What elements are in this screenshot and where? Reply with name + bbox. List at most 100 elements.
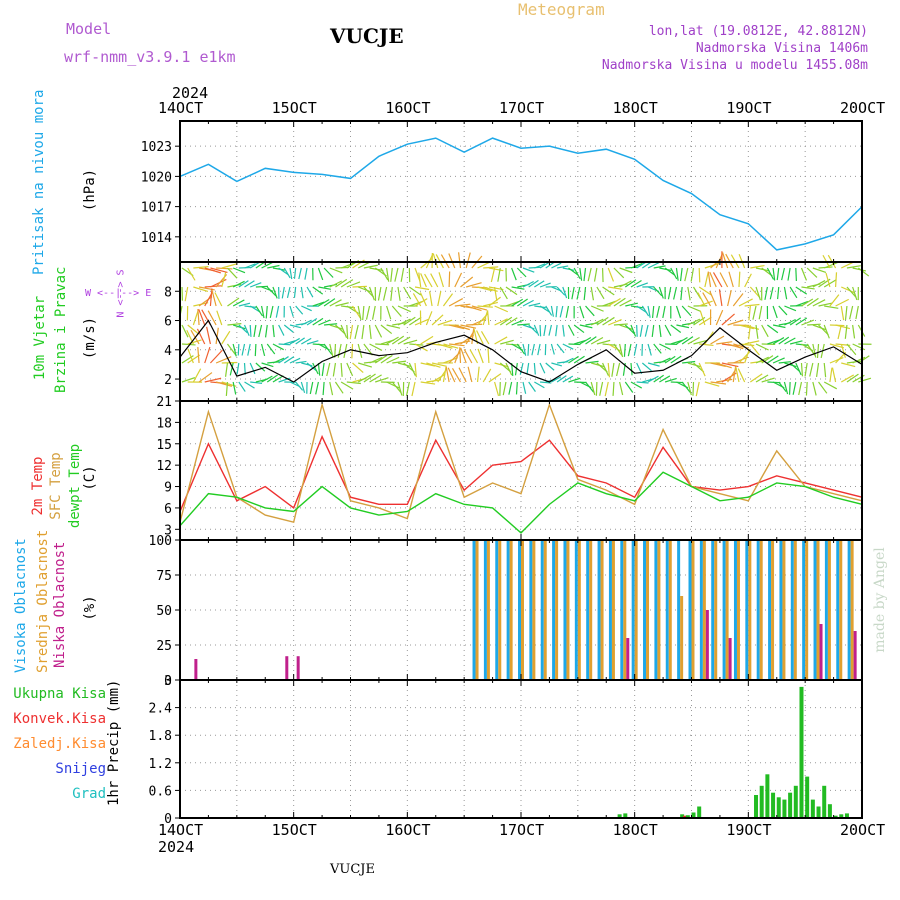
wind-arrow — [431, 373, 446, 383]
wind-arrow — [374, 354, 388, 364]
y-tick-label: 2 — [164, 373, 172, 388]
wind-arrow — [363, 264, 378, 269]
wind-arrow — [585, 360, 599, 364]
wind-arrow — [630, 324, 637, 337]
wind-arrow — [332, 362, 337, 377]
wind-arrow — [448, 298, 464, 307]
wind-arrow — [197, 347, 200, 364]
wind-arrow — [357, 305, 362, 321]
wind-arrow — [198, 372, 213, 383]
wind-arrow — [466, 282, 482, 288]
wind-arrow — [778, 336, 790, 345]
wind-arrow — [579, 324, 593, 329]
wind-arrow — [789, 317, 802, 326]
wind-arrow — [258, 324, 263, 338]
wind-arrow — [315, 381, 319, 395]
wind-arrow — [539, 324, 542, 337]
wind-arrow — [805, 381, 808, 396]
wind-arrow — [214, 292, 223, 307]
wind-arrow — [253, 324, 257, 338]
wind-arrow — [772, 305, 778, 319]
wind-arrow — [272, 324, 275, 338]
wind-arrow — [812, 343, 817, 358]
wind-arrow — [707, 271, 712, 288]
wind-arrow — [795, 267, 797, 282]
cloud-low-bar — [285, 656, 289, 680]
wind-arrow — [721, 252, 729, 269]
wind-arrow — [380, 354, 393, 364]
wind-arrow — [718, 289, 723, 307]
wind-arrow — [522, 343, 527, 356]
wind-arrow — [300, 381, 306, 394]
wind-arrow — [744, 303, 760, 307]
wind-arrow — [289, 324, 302, 329]
wind-arrow — [755, 286, 762, 301]
wind-arrow — [749, 286, 761, 299]
wind-arrow — [349, 324, 354, 340]
wind-arrow — [573, 267, 581, 280]
wind-arrow — [611, 362, 615, 377]
wind-arrow — [590, 286, 595, 301]
wind-arrow — [209, 349, 223, 364]
wind-arrow — [748, 324, 751, 340]
wind-arrow — [443, 343, 459, 349]
wind-arrow — [454, 324, 470, 331]
wind-arrow — [619, 299, 632, 307]
wind-arrow — [431, 314, 444, 326]
cloud-high-bar — [677, 540, 681, 680]
cloud-mid-bar — [691, 540, 695, 680]
wind-arrow — [818, 381, 828, 394]
wind-arrow — [264, 324, 268, 338]
wind-arrow — [806, 267, 818, 278]
wind-arrow — [684, 267, 689, 282]
wind-arrow — [286, 286, 291, 299]
wind-arrow — [229, 362, 234, 376]
wind-arrow — [340, 381, 354, 390]
wind-arrow — [437, 343, 453, 349]
wind-arrow — [244, 263, 256, 269]
wind-arrow — [419, 292, 427, 307]
cloud-mid-bar — [646, 540, 650, 680]
cloud-mid-bar — [771, 540, 775, 680]
wind-arrow — [749, 343, 760, 356]
wind-arrow — [579, 267, 583, 281]
wind-arrow — [340, 279, 354, 288]
wind-arrow — [269, 305, 274, 319]
wind-arrow — [647, 362, 660, 367]
cloud-high-bar — [711, 540, 715, 680]
wind-arrow — [829, 294, 840, 307]
cloud-low-bar — [705, 610, 709, 680]
wind-arrow — [391, 381, 402, 394]
wind-arrow — [733, 356, 749, 364]
wind-arrow — [816, 343, 820, 359]
wind-arrow — [471, 305, 488, 311]
wind-arrow — [232, 324, 246, 330]
wind-arrow — [377, 286, 382, 301]
cloud-mid-bar — [486, 540, 490, 680]
wind-arrow — [357, 343, 363, 358]
wind-arrow — [823, 279, 837, 288]
wind-arrow — [823, 262, 838, 269]
wind-arrow — [306, 286, 314, 298]
wind-arrow — [619, 324, 633, 330]
wind-arrow — [511, 319, 524, 326]
y-tick-label: 75 — [156, 569, 172, 584]
top-date-label: 18OCT — [612, 99, 658, 117]
wind-arrow — [698, 286, 712, 296]
bottom-date-label: 18OCT — [612, 821, 658, 839]
wind-arrow — [329, 280, 342, 288]
wind-arrow — [590, 318, 604, 326]
wind-arrow — [486, 310, 490, 326]
wind-arrow — [710, 335, 725, 345]
precip-total-bar — [680, 814, 685, 818]
wind-arrow — [583, 286, 587, 301]
cloud-high-bar — [472, 540, 476, 680]
wind-arrow — [651, 305, 655, 319]
wind-arrow — [368, 286, 375, 301]
model-label: Model — [66, 20, 112, 38]
wind-arrow — [477, 286, 493, 292]
wind-arrow — [687, 362, 701, 368]
wind-arrow — [386, 267, 390, 282]
cloud-high-bar — [665, 540, 669, 680]
wind-arrow — [494, 336, 508, 345]
